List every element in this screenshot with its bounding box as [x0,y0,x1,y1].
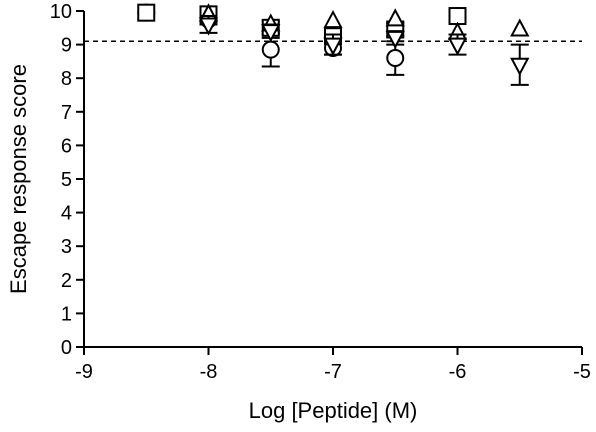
triangle-down-marker [510,57,530,76]
y-tick-label: 9 [61,35,72,57]
y-tick-label: 3 [61,236,72,258]
y-tick-label: 1 [61,303,72,325]
y-tick-label: 6 [61,135,72,157]
circle-marker [386,49,405,68]
triangle-down-marker [261,24,281,43]
x-tick-label: -8 [200,361,218,383]
triangle-down-marker [198,17,219,36]
triangle-up-marker [510,18,530,37]
x-axis: -9 -8 -7 -6 -5 [75,346,591,383]
y-tick-label: 2 [61,270,72,292]
x-tick-label: -9 [75,361,93,383]
y-axis-title: Escape response score [6,64,31,294]
square-marker [137,3,156,22]
x-tick-label: -5 [573,361,591,383]
y-tick-label: 10 [50,1,72,23]
triangle-up-marker [323,9,343,29]
circle-marker [261,40,280,59]
y-tick-label: 5 [61,169,72,191]
y-axis: 0 1 2 3 4 5 6 7 8 9 10 [50,1,85,359]
y-tick-label: 4 [61,203,72,225]
y-tick-label: 8 [61,68,72,90]
triangle-down-marker [323,37,343,56]
y-tick-label: 0 [61,337,72,359]
data-marks [137,3,530,86]
triangle-down-marker [385,30,405,50]
triangle-up-marker [385,8,405,27]
x-tick-label: -6 [449,361,467,383]
triangle-down-marker [447,37,468,56]
square-marker [448,7,467,26]
x-axis-title: Log [Peptide] (M) [249,398,418,423]
y-tick-label: 7 [61,102,72,124]
x-tick-label: -7 [324,361,342,383]
